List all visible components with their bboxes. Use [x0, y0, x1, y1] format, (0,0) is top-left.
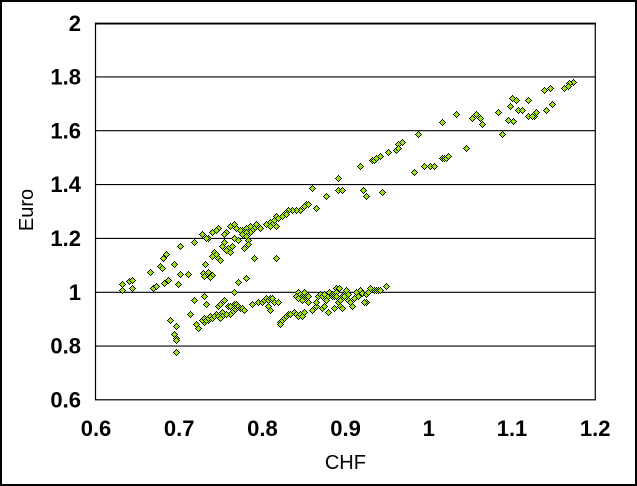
svg-text:0.9: 0.9 — [330, 416, 361, 441]
svg-text:0.7: 0.7 — [164, 416, 195, 441]
svg-text:0.8: 0.8 — [50, 334, 81, 359]
svg-text:1: 1 — [69, 280, 81, 305]
svg-text:1.2: 1.2 — [580, 416, 611, 441]
svg-text:1: 1 — [423, 416, 435, 441]
svg-text:0.6: 0.6 — [50, 387, 81, 412]
svg-text:0.8: 0.8 — [247, 416, 278, 441]
svg-text:1.1: 1.1 — [497, 416, 528, 441]
svg-text:2: 2 — [69, 11, 81, 36]
svg-text:1.8: 1.8 — [50, 65, 81, 90]
svg-text:0.6: 0.6 — [81, 416, 112, 441]
svg-text:1.2: 1.2 — [50, 226, 81, 251]
svg-text:1.6: 1.6 — [50, 118, 81, 143]
svg-text:Euro: Euro — [16, 189, 38, 231]
svg-text:CHF: CHF — [325, 452, 366, 474]
svg-text:1.4: 1.4 — [50, 172, 81, 197]
